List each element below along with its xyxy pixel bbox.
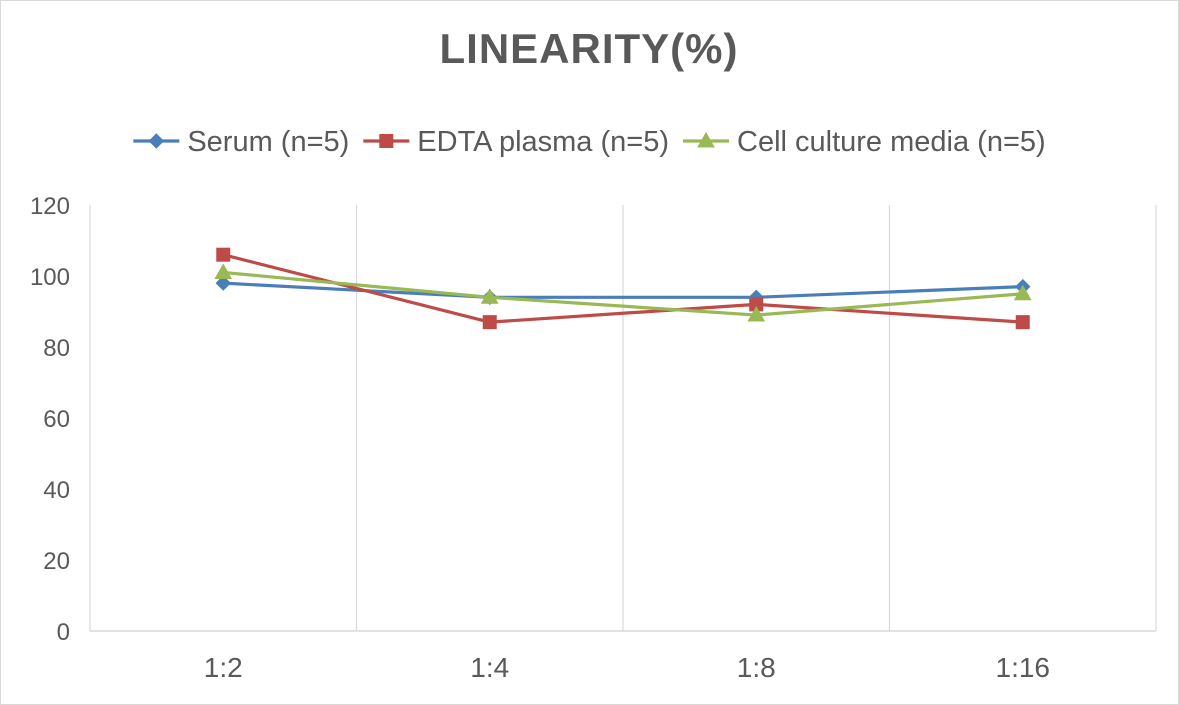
x-tick-label: 1:8 bbox=[737, 652, 776, 683]
legend: Serum (n=5) EDTA plasma (n=5) Cell culture… bbox=[133, 126, 1046, 158]
y-tick-label: 0 bbox=[57, 619, 70, 646]
data-point bbox=[214, 263, 233, 279]
legend-label: EDTA plasma (n=5) bbox=[417, 126, 669, 158]
series-cell-culture-media-n-5 bbox=[214, 263, 1032, 322]
data-point bbox=[1015, 315, 1030, 330]
y-tick-label: 40 bbox=[43, 477, 70, 504]
x-tick-label: 1:4 bbox=[470, 652, 509, 683]
data-point bbox=[747, 306, 766, 322]
data-point bbox=[1013, 284, 1032, 301]
series-layer bbox=[214, 247, 1032, 330]
y-tick-label: 80 bbox=[43, 335, 70, 362]
legend-marker-group bbox=[379, 134, 394, 148]
grid-lines bbox=[89, 205, 1157, 631]
legend-marker bbox=[148, 133, 165, 149]
legend-marker bbox=[379, 134, 394, 148]
series-line bbox=[221, 270, 1025, 317]
series-edta-plasma-n-5 bbox=[216, 247, 1030, 330]
legend-item: EDTA plasma (n=5) bbox=[363, 126, 669, 158]
legend-label: Cell culture media (n=5) bbox=[737, 126, 1046, 158]
axes: 0 20 40 60 80 100 120 1:2 1:4 1:8 1:16 bbox=[30, 193, 1156, 683]
legend-marker-group bbox=[148, 133, 165, 149]
x-tick-label: 1:2 bbox=[204, 652, 243, 683]
data-point bbox=[216, 247, 231, 262]
y-tick-label: 120 bbox=[30, 193, 70, 220]
data-point bbox=[215, 275, 231, 291]
y-tick-label: 60 bbox=[43, 406, 70, 433]
legend-marker-group bbox=[697, 131, 715, 148]
y-tick-label: 100 bbox=[30, 264, 70, 291]
chart-title: LINEARITY(%) bbox=[440, 25, 739, 72]
series-line bbox=[221, 253, 1025, 324]
legend-label: Serum (n=5) bbox=[187, 126, 349, 158]
y-tick-label: 20 bbox=[43, 548, 70, 575]
x-tick-label: 1:16 bbox=[996, 652, 1051, 683]
data-point bbox=[482, 315, 497, 330]
series-line bbox=[221, 281, 1025, 299]
data-point bbox=[480, 288, 499, 304]
legend-marker bbox=[697, 131, 715, 148]
legend-item: Cell culture media (n=5) bbox=[683, 126, 1046, 158]
legend-item: Serum (n=5) bbox=[133, 126, 349, 158]
